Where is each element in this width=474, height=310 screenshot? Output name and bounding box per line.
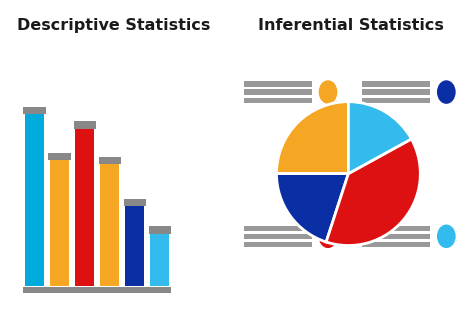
Bar xyxy=(48,153,71,160)
Circle shape xyxy=(319,225,337,247)
Bar xyxy=(362,225,430,231)
Bar xyxy=(244,234,312,239)
Bar xyxy=(244,225,312,231)
Bar xyxy=(362,242,430,247)
Wedge shape xyxy=(276,174,348,242)
Circle shape xyxy=(319,81,337,103)
Bar xyxy=(244,242,312,247)
Bar xyxy=(23,287,171,293)
Bar xyxy=(362,98,430,103)
Bar xyxy=(150,234,169,286)
Bar xyxy=(125,206,144,286)
Circle shape xyxy=(438,225,455,247)
Bar xyxy=(148,226,171,234)
Wedge shape xyxy=(326,139,420,246)
Bar xyxy=(50,160,69,286)
Bar xyxy=(362,81,430,86)
Text: Descriptive Statistics: Descriptive Statistics xyxy=(17,18,210,33)
Text: Inferential Statistics: Inferential Statistics xyxy=(258,18,444,33)
Bar xyxy=(25,114,44,286)
Circle shape xyxy=(438,81,455,103)
Bar xyxy=(362,89,430,95)
Bar xyxy=(362,234,430,239)
Bar xyxy=(124,199,146,206)
Bar xyxy=(100,164,119,286)
Bar xyxy=(23,107,46,114)
Bar xyxy=(244,98,312,103)
Wedge shape xyxy=(348,102,411,174)
Bar xyxy=(75,129,94,286)
Bar xyxy=(99,157,121,164)
Bar xyxy=(73,122,96,129)
Bar xyxy=(244,89,312,95)
Bar xyxy=(244,81,312,86)
Wedge shape xyxy=(276,102,348,174)
